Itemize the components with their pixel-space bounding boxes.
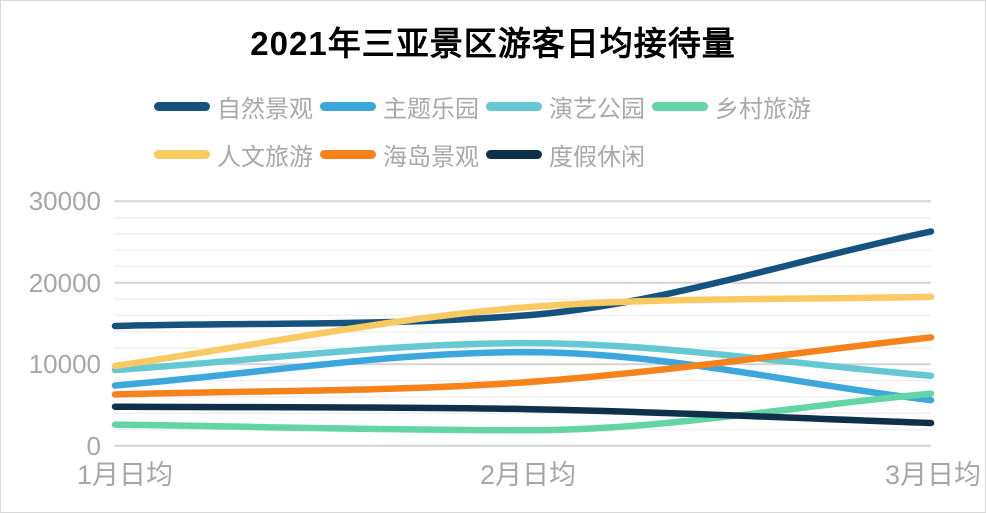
legend-item-乡村旅游[interactable]: 乡村旅游 bbox=[652, 89, 811, 124]
x-tick-label: 1月日均 bbox=[76, 460, 174, 490]
legend-swatch-icon bbox=[652, 102, 708, 111]
legend-label: 度假休闲 bbox=[549, 144, 645, 171]
legend-label: 乡村旅游 bbox=[715, 96, 811, 123]
y-tick-label: 10000 bbox=[28, 349, 101, 380]
x-tick-label: 2月日均 bbox=[479, 460, 577, 490]
legend-item-海岛景观[interactable]: 海岛景观 bbox=[320, 137, 479, 172]
legend-swatch-icon bbox=[154, 102, 210, 111]
legend-item-主题乐园[interactable]: 主题乐园 bbox=[320, 89, 479, 124]
legend-swatch-icon bbox=[320, 102, 376, 111]
series-line-主题乐园 bbox=[111, 348, 935, 404]
chart-legend: 自然景观 主题乐园 演艺公园 乡村旅游人文旅游 海岛景观 度假休闲 bbox=[154, 89, 832, 172]
x-tick-label: 3月日均 bbox=[884, 460, 982, 490]
series-line-乡村旅游 bbox=[111, 390, 935, 434]
y-tick-label: 30000 bbox=[28, 186, 101, 217]
legend-label: 演艺公园 bbox=[549, 96, 645, 123]
legend-item-演艺公园[interactable]: 演艺公园 bbox=[486, 89, 645, 124]
legend-label: 海岛景观 bbox=[383, 144, 479, 171]
legend-label: 人文旅游 bbox=[217, 144, 313, 171]
series-line-度假休闲 bbox=[111, 403, 935, 427]
legend-swatch-icon bbox=[320, 150, 376, 159]
series-line-人文旅游 bbox=[111, 293, 935, 370]
legend-label: 主题乐园 bbox=[383, 96, 479, 123]
legend-swatch-icon bbox=[486, 102, 542, 111]
y-tick-label: 0 bbox=[86, 430, 101, 461]
series-line-自然景观 bbox=[111, 228, 935, 330]
legend-swatch-icon bbox=[486, 150, 542, 159]
series-line-海岛景观 bbox=[111, 334, 935, 398]
chart-title: 2021年三亚景区游客日均接待量 bbox=[250, 25, 736, 62]
legend-item-度假休闲[interactable]: 度假休闲 bbox=[486, 137, 645, 172]
series-line-演艺公园 bbox=[111, 339, 935, 379]
y-tick-label: 20000 bbox=[28, 267, 101, 298]
legend-item-人文旅游[interactable]: 人文旅游 bbox=[154, 137, 313, 172]
legend-swatch-icon bbox=[154, 150, 210, 159]
legend-item-自然景观[interactable]: 自然景观 bbox=[154, 89, 313, 124]
legend-label: 自然景观 bbox=[217, 96, 313, 123]
